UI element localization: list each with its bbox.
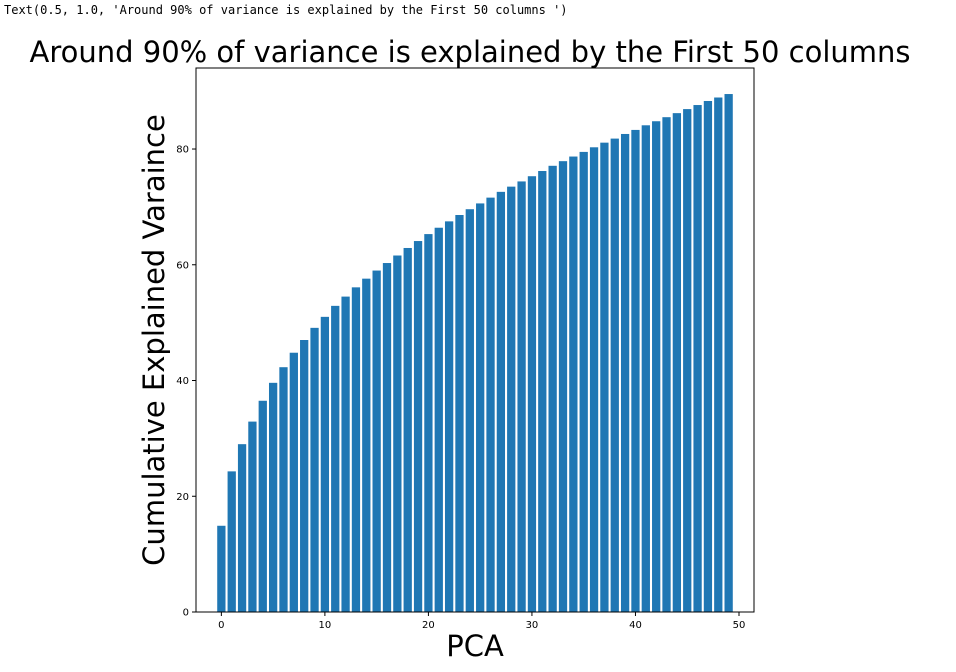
y-tick-label-60: 60	[176, 260, 189, 271]
bar-16	[382, 263, 392, 612]
bar-33	[558, 161, 568, 613]
bar-38	[610, 138, 619, 612]
y-axis-label: Cumulative Explained Varaince	[137, 114, 171, 566]
x-tick-label-0: 0	[218, 620, 224, 631]
bar-5	[268, 382, 278, 612]
bar-48	[714, 97, 723, 612]
bar-46	[693, 105, 702, 612]
bar-44	[672, 113, 682, 612]
bar-18	[403, 247, 412, 613]
x-tick-label-50: 50	[733, 620, 746, 631]
y-tick-label-0: 0	[183, 608, 189, 619]
bar-21	[434, 227, 443, 613]
bar-31	[538, 171, 547, 612]
bar-24	[465, 209, 474, 612]
x-tick-label-20: 20	[422, 620, 435, 631]
chart-title: Around 90% of variance is explained by t…	[29, 35, 910, 69]
bar-37	[600, 142, 609, 612]
bar-19	[413, 241, 423, 613]
bar-6	[279, 367, 288, 612]
bar-15	[372, 270, 381, 612]
y-tick-label-40: 40	[176, 376, 189, 387]
bar-34	[569, 156, 578, 613]
cell-output-text: Text(0.5, 1.0, 'Around 90% of variance i…	[4, 3, 568, 17]
bar-25	[476, 203, 485, 613]
bar-3	[248, 421, 257, 612]
y-axis-ticks: 0 20 40 60 80	[176, 145, 196, 619]
bar-4	[258, 400, 267, 612]
bar-39	[620, 133, 630, 612]
x-axis-ticks: 0 10 20 30 40 50	[218, 612, 745, 631]
bar-35	[579, 151, 588, 612]
bar-7	[289, 352, 298, 612]
bar-40	[631, 129, 640, 613]
bar-27	[496, 191, 506, 612]
bar-36	[589, 147, 599, 613]
x-tick-label-10: 10	[319, 620, 332, 631]
bar-41	[641, 125, 650, 612]
x-tick-label-30: 30	[526, 620, 539, 631]
plot-frame	[195, 67, 755, 613]
bar-10	[320, 316, 330, 612]
bar-49	[724, 94, 733, 613]
bar-8	[300, 340, 309, 612]
bar-17	[393, 255, 402, 612]
bar-30	[527, 176, 537, 612]
bar-26	[486, 197, 495, 612]
bar-45	[683, 109, 692, 612]
bar-32	[548, 165, 557, 613]
bar-12	[341, 296, 350, 612]
bar-20	[424, 234, 433, 612]
bar-11	[331, 305, 340, 612]
bar-22	[444, 221, 454, 613]
bar-28	[507, 186, 516, 612]
x-tick-label-40: 40	[629, 620, 642, 631]
x-axis-label: PCA	[446, 629, 504, 663]
bar-29	[517, 181, 526, 612]
bar-13	[351, 287, 361, 612]
bar-14	[362, 278, 371, 612]
y-tick-label-20: 20	[176, 492, 189, 503]
bar-1	[227, 471, 236, 612]
bar-9	[310, 327, 319, 612]
bar-0	[217, 525, 226, 612]
y-tick-label-80: 80	[176, 145, 189, 156]
bar-43	[662, 117, 671, 612]
bar-47	[703, 100, 713, 613]
bar-2	[237, 444, 247, 612]
bar-23	[455, 215, 464, 612]
bars-group	[217, 94, 733, 613]
bar-42	[652, 121, 661, 613]
